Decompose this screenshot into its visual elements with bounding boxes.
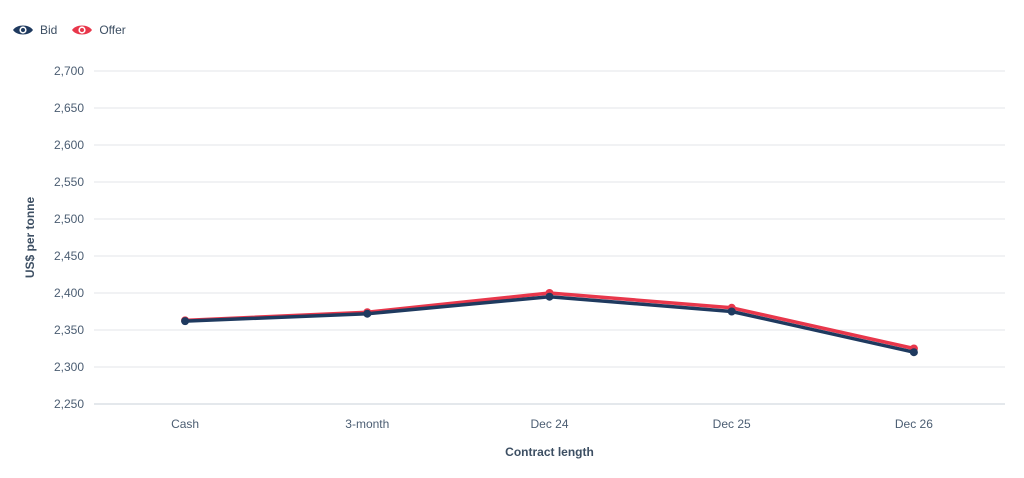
y-tick-label: 2,250: [54, 397, 84, 411]
data-point-bid: [363, 309, 372, 318]
data-point-bid: [181, 317, 190, 326]
y-tick-label: 2,300: [54, 360, 84, 374]
x-tick-label: Dec 26: [895, 417, 933, 431]
y-tick-label: 2,600: [54, 138, 84, 152]
x-tick-label: Dec 25: [713, 417, 751, 431]
x-tick-label: 3-month: [345, 417, 389, 431]
x-tick-label: Cash: [171, 417, 199, 431]
data-point-bid: [727, 307, 736, 316]
legend-label-bid: Bid: [40, 23, 58, 37]
y-tick-label: 2,350: [54, 323, 84, 337]
y-tick-label: 2,400: [54, 286, 84, 300]
eye-icon: [72, 25, 93, 35]
data-point-bid: [909, 348, 918, 357]
y-tick-label: 2,550: [54, 175, 84, 189]
x-tick-label: Dec 24: [530, 417, 568, 431]
chart-legend: Bid Offer: [12, 20, 126, 40]
data-point-bid: [545, 292, 554, 301]
eye-icon: [13, 25, 33, 35]
y-tick-label: 2,700: [54, 64, 84, 78]
legend-label-offer: Offer: [99, 23, 126, 37]
y-tick-label: 2,650: [54, 101, 84, 115]
y-axis-title: US$ per tonne: [23, 197, 37, 279]
legend-item-offer[interactable]: Offer: [71, 23, 126, 37]
y-tick-label: 2,500: [54, 212, 84, 226]
x-axis-title: Contract length: [505, 445, 594, 459]
legend-item-bid[interactable]: Bid: [12, 23, 57, 37]
series-line-offer: [183, 291, 916, 351]
y-tick-label: 2,450: [54, 249, 84, 263]
